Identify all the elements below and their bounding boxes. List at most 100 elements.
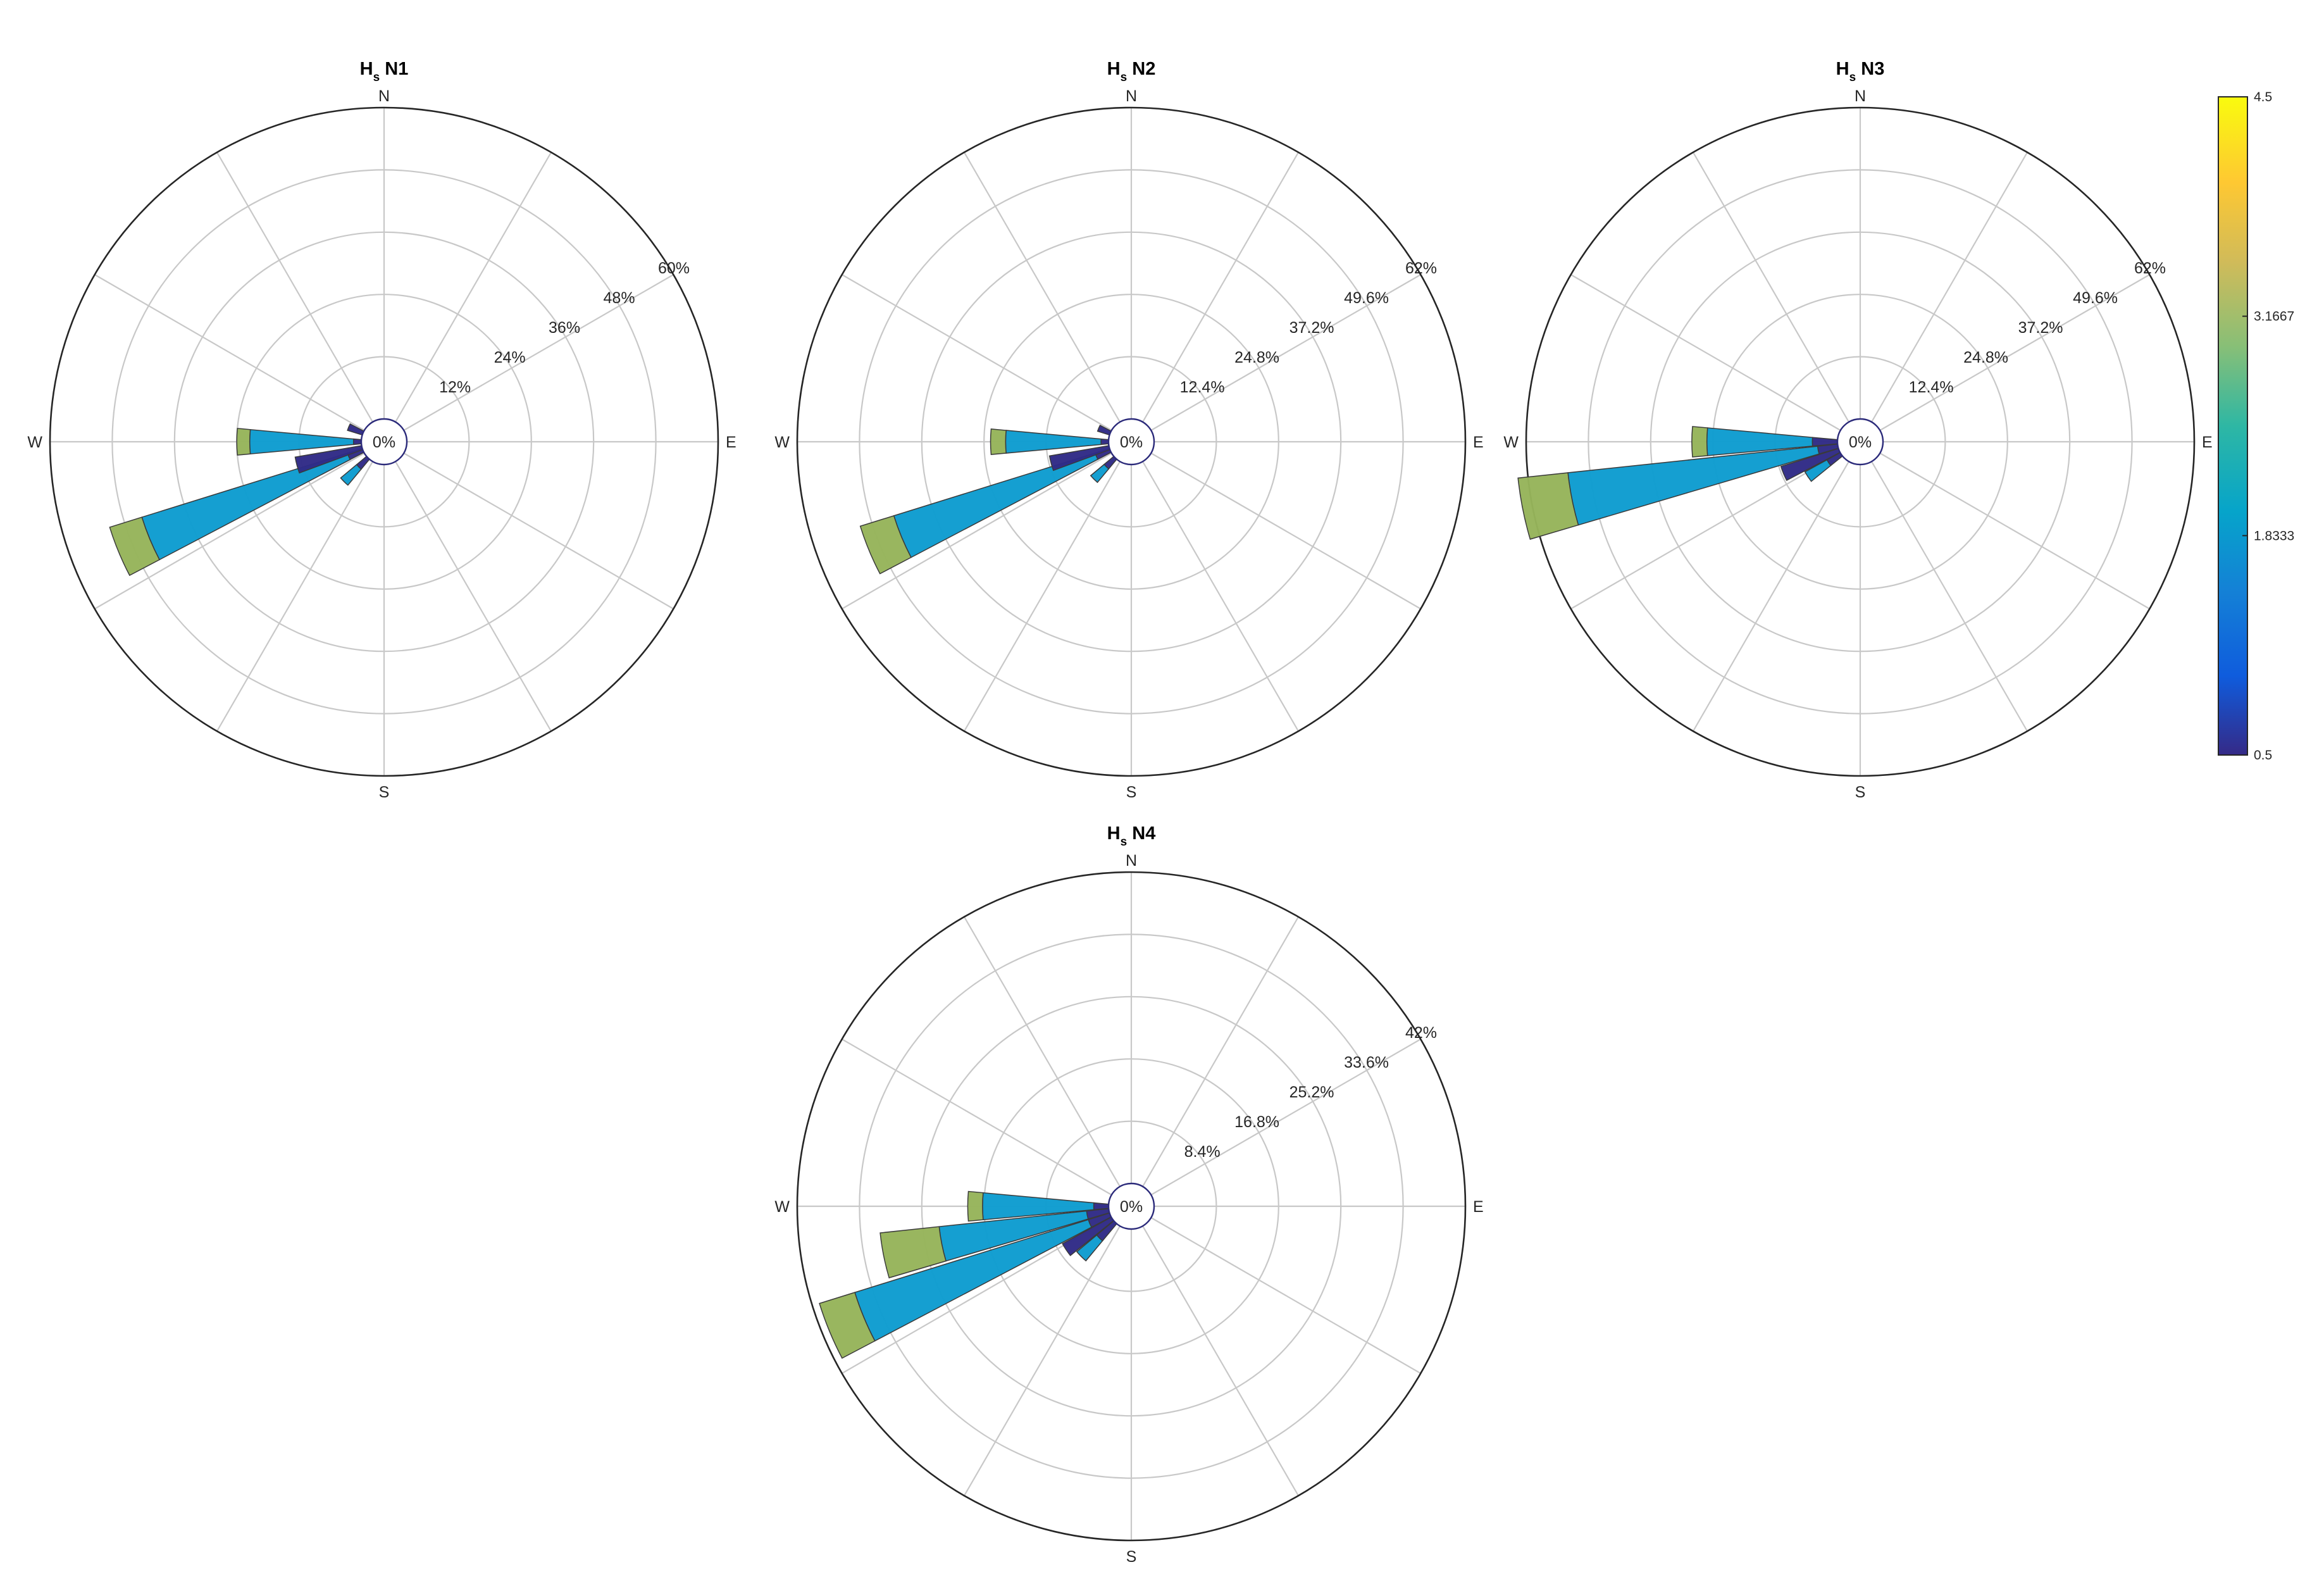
- rose-petal: [1090, 463, 1110, 484]
- chart-title: Hs N2: [1107, 59, 1156, 84]
- rose-panel-3: 0% 12.4% 24.8% 37.2% 49.6% 62% N E S W Hs N3: [1503, 59, 2212, 801]
- center-label: 0%: [1120, 434, 1143, 451]
- center-hub: [1836, 418, 1884, 466]
- grid-spoke: [842, 453, 1112, 609]
- rose-panel-4: 0% 8.4% 16.8% 25.2% 33.6% 42% N E S W Hs N4: [774, 823, 1483, 1566]
- ring-label: 12.4%: [1180, 378, 1225, 396]
- ring-label: 37.2%: [2018, 319, 2063, 337]
- rose-panel-1: 0% 12% 24% 36% 48% 60% N E S W Hs N1: [27, 59, 736, 801]
- colorbar: 0.5 1.8333 3.1667 4.5: [2218, 90, 2294, 763]
- rose-petal: [990, 428, 1007, 455]
- direction-label-n: N: [1855, 87, 1866, 105]
- ring-label: 33.6%: [1344, 1054, 1389, 1071]
- direction-label-w: W: [1503, 434, 1519, 451]
- ring-label: 49.6%: [1344, 289, 1389, 307]
- rose-petal: [1567, 446, 1820, 526]
- rose-petal: [340, 464, 362, 486]
- direction-label-s: S: [1126, 1548, 1137, 1566]
- ring-label: 24%: [494, 349, 526, 366]
- center-label: 0%: [1120, 1198, 1143, 1216]
- rose-petal: [109, 516, 161, 577]
- colorbar-tick-label: 1.8333: [2254, 528, 2294, 543]
- direction-label-w: W: [27, 434, 42, 451]
- grid-spoke: [1150, 274, 1421, 431]
- rose-panel-2: 0% 12.4% 24.8% 37.2% 49.6% 62% N E S W Hs N2: [774, 59, 1483, 801]
- colorbar-gradient: [2218, 96, 2248, 756]
- outer-ring: [796, 871, 1467, 1542]
- colorbar-tick-label: 3.1667: [2254, 309, 2294, 324]
- grid-spoke: [1142, 1225, 1299, 1496]
- direction-label-s: S: [379, 784, 390, 801]
- grid-spoke: [1879, 453, 2150, 609]
- ring-label: 62%: [1405, 259, 1437, 277]
- center-hub: [1107, 1182, 1155, 1230]
- ring-label: 49.6%: [2073, 289, 2118, 307]
- direction-label-s: S: [1855, 784, 1866, 801]
- grid-spoke: [964, 916, 1121, 1187]
- grid-spoke: [395, 461, 552, 732]
- direction-label-e: E: [1473, 434, 1484, 451]
- grid-spoke: [964, 152, 1121, 423]
- grid-spoke: [842, 1039, 1112, 1196]
- direction-label-e: E: [726, 434, 736, 451]
- chart-title: Hs N3: [1836, 59, 1885, 84]
- ring-label: 37.2%: [1289, 319, 1334, 337]
- ring-label: 36%: [549, 319, 580, 337]
- grid-spoke: [1150, 453, 1421, 609]
- grid-spoke: [964, 1225, 1121, 1496]
- grid-spoke: [403, 274, 674, 431]
- direction-label-e: E: [2202, 434, 2213, 451]
- grid-spoke: [94, 453, 365, 609]
- rose-petal: [893, 452, 1099, 558]
- grid-spoke: [1142, 152, 1299, 423]
- rose-petal: [859, 515, 912, 575]
- colorbar-tick-label: 0.5: [2254, 748, 2272, 763]
- colorbar-tick-label: 4.5: [2254, 90, 2272, 104]
- ring-label: 62%: [2134, 259, 2166, 277]
- center-hub: [360, 418, 408, 466]
- grid-spoke: [1570, 453, 1841, 609]
- ring-label: 8.4%: [1184, 1143, 1221, 1161]
- ring-label: 12.4%: [1909, 378, 1954, 396]
- ring-label: 24.8%: [1234, 349, 1279, 366]
- ring-label: 42%: [1405, 1024, 1437, 1042]
- grid-spoke: [1570, 274, 1841, 431]
- rose-petal: [967, 1190, 984, 1222]
- direction-label-s: S: [1126, 784, 1137, 801]
- grid-spoke: [395, 152, 552, 423]
- grid-spoke: [403, 453, 674, 609]
- direction-label-n: N: [1126, 852, 1137, 870]
- grid-spoke: [1693, 152, 1849, 423]
- rose-petal: [1691, 426, 1708, 458]
- rose-petal: [236, 428, 251, 456]
- grid-spoke: [94, 274, 365, 431]
- rose-petal: [352, 438, 362, 446]
- outer-ring: [796, 106, 1467, 777]
- rose-petal: [1517, 472, 1579, 540]
- rose-petal: [1100, 438, 1109, 446]
- ring-label: 24.8%: [1963, 349, 2008, 366]
- grid-spoke: [1142, 461, 1299, 732]
- grid-spoke: [964, 461, 1121, 732]
- grid-spoke: [1879, 274, 2150, 431]
- chart-title: Hs N4: [1107, 823, 1156, 849]
- grid-spoke: [1871, 152, 2028, 423]
- rose-petal: [1804, 459, 1832, 482]
- outer-ring: [1525, 106, 2196, 777]
- grid-spoke: [1693, 461, 1849, 732]
- center-label: 0%: [1849, 434, 1872, 451]
- rose-petal: [1076, 1234, 1103, 1262]
- rose-petal: [819, 1292, 876, 1359]
- grid-spoke: [216, 152, 373, 423]
- center-label: 0%: [373, 434, 395, 451]
- grid-spoke: [216, 461, 373, 732]
- ring-label: 16.8%: [1234, 1113, 1279, 1131]
- grid-spoke: [1871, 461, 2028, 732]
- ring-label: 48%: [604, 289, 635, 307]
- outer-ring: [49, 106, 719, 777]
- grid-spoke: [1150, 1217, 1421, 1374]
- direction-label-n: N: [378, 87, 390, 105]
- direction-label-n: N: [1126, 87, 1137, 105]
- grid-spoke: [1150, 1039, 1421, 1196]
